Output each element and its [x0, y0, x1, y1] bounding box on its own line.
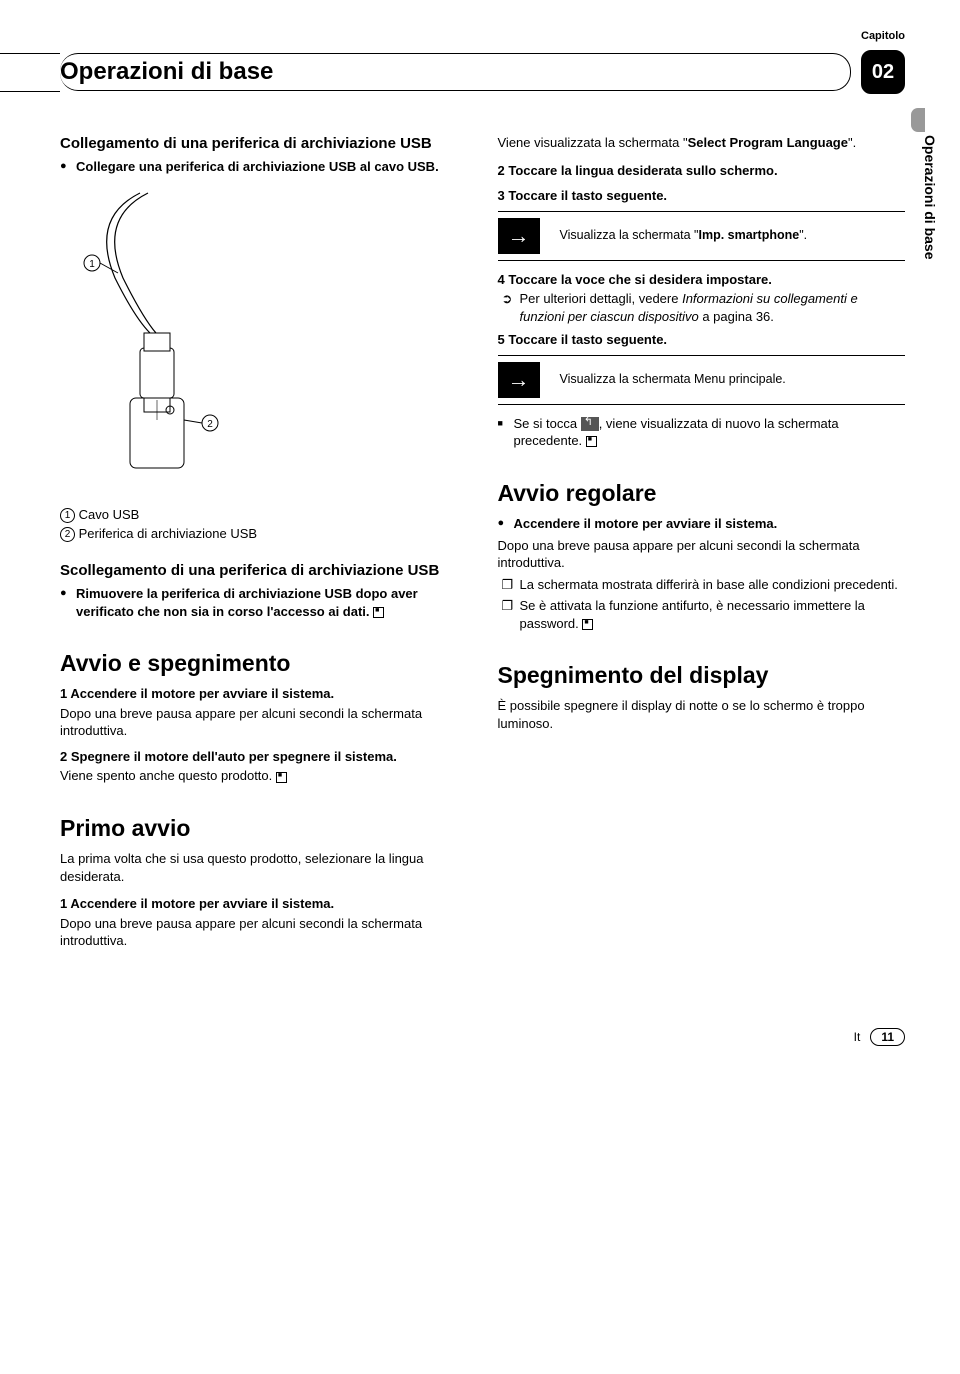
power-step1: 1 Accendere il motore per avviare il sis…: [60, 685, 468, 703]
back-icon: [581, 417, 599, 431]
vertical-section-label: Operazioni di base: [922, 135, 938, 259]
heading-first-start: Primo avvio: [60, 813, 468, 844]
icon-row-2: Visualizza la schermata Menu principale.: [498, 355, 906, 405]
heading-power: Avvio e spegnimento: [60, 648, 468, 679]
end-marker-icon: [276, 772, 287, 783]
first-step1: 1 Accendere il motore per avviare il sis…: [60, 895, 468, 913]
heading-regular-start: Avvio regolare: [498, 478, 906, 509]
first-step1-body: Dopo una breve pausa appare per alcuni s…: [60, 915, 468, 950]
svg-text:2: 2: [207, 419, 213, 430]
step3: 3 Toccare il tasto seguente.: [498, 187, 906, 205]
connect-instruction: Collegare una periferica di archiviazion…: [60, 158, 468, 176]
icon-row-1: Visualizza la schermata "Imp. smartphone…: [498, 211, 906, 261]
icon2-description: Visualizza la schermata Menu principale.: [560, 371, 906, 388]
end-marker-icon: [586, 436, 597, 447]
back-note: Se si tocca , viene visualizzata di nuov…: [498, 415, 906, 450]
left-column: Collegamento di una periferica di archiv…: [60, 134, 468, 958]
power-step2: 2 Spegnere il motore dell'auto per spegn…: [60, 748, 468, 766]
next-arrow-icon: [498, 218, 540, 254]
next-arrow-icon: [498, 362, 540, 398]
heading-connection: Collegamento di una periferica di archiv…: [60, 134, 468, 154]
legend-2: 2 Periferica di archiviazione USB: [60, 525, 468, 543]
heading-disconnect: Scollegamento di una periferica di archi…: [60, 561, 468, 581]
display-off-body: È possibile spegnere il display di notte…: [498, 697, 906, 732]
footer: It 11: [60, 1028, 905, 1046]
regular-note1: La schermata mostrata differirà in base …: [498, 576, 906, 594]
chapter-label: Capitolo: [861, 30, 905, 42]
legend-1: 1 Cavo USB: [60, 506, 468, 524]
first-start-body: La prima volta che si usa questo prodott…: [60, 850, 468, 885]
chapter-number: 02: [861, 50, 905, 94]
regular-bullet: Accendere il motore per avviare il siste…: [498, 515, 906, 533]
step4-detail: Per ulteriori dettagli, vedere Informazi…: [498, 290, 906, 325]
power-step1-body: Dopo una breve pausa appare per alcuni s…: [60, 705, 468, 740]
side-tab: [911, 108, 925, 132]
end-marker-icon: [373, 607, 384, 618]
step4: 4 Toccare la voce che si desidera impost…: [498, 271, 906, 289]
intro-text: Viene visualizzata la schermata "Select …: [498, 134, 906, 152]
icon1-description: Visualizza la schermata "Imp. smartphone…: [560, 227, 906, 244]
footer-lang: It: [854, 1030, 861, 1044]
page-number: 11: [870, 1028, 905, 1046]
step2: 2 Toccare la lingua desiderata sullo sch…: [498, 162, 906, 180]
step5: 5 Toccare il tasto seguente.: [498, 331, 906, 349]
section-title: Operazioni di base: [60, 53, 851, 91]
usb-diagram: 1 2: [60, 188, 468, 488]
right-column: Viene visualizzata la schermata "Select …: [498, 134, 906, 958]
disconnect-instruction: Rimuovere la periferica di archiviazione…: [60, 585, 468, 620]
regular-body: Dopo una breve pausa appare per alcuni s…: [498, 537, 906, 572]
regular-note2: Se è attivata la funzione antifurto, è n…: [498, 597, 906, 632]
heading-display-off: Spegnimento del display: [498, 660, 906, 691]
power-step2-body: Viene spento anche questo prodotto.: [60, 767, 468, 785]
svg-text:1: 1: [89, 259, 95, 270]
end-marker-icon: [582, 619, 593, 630]
